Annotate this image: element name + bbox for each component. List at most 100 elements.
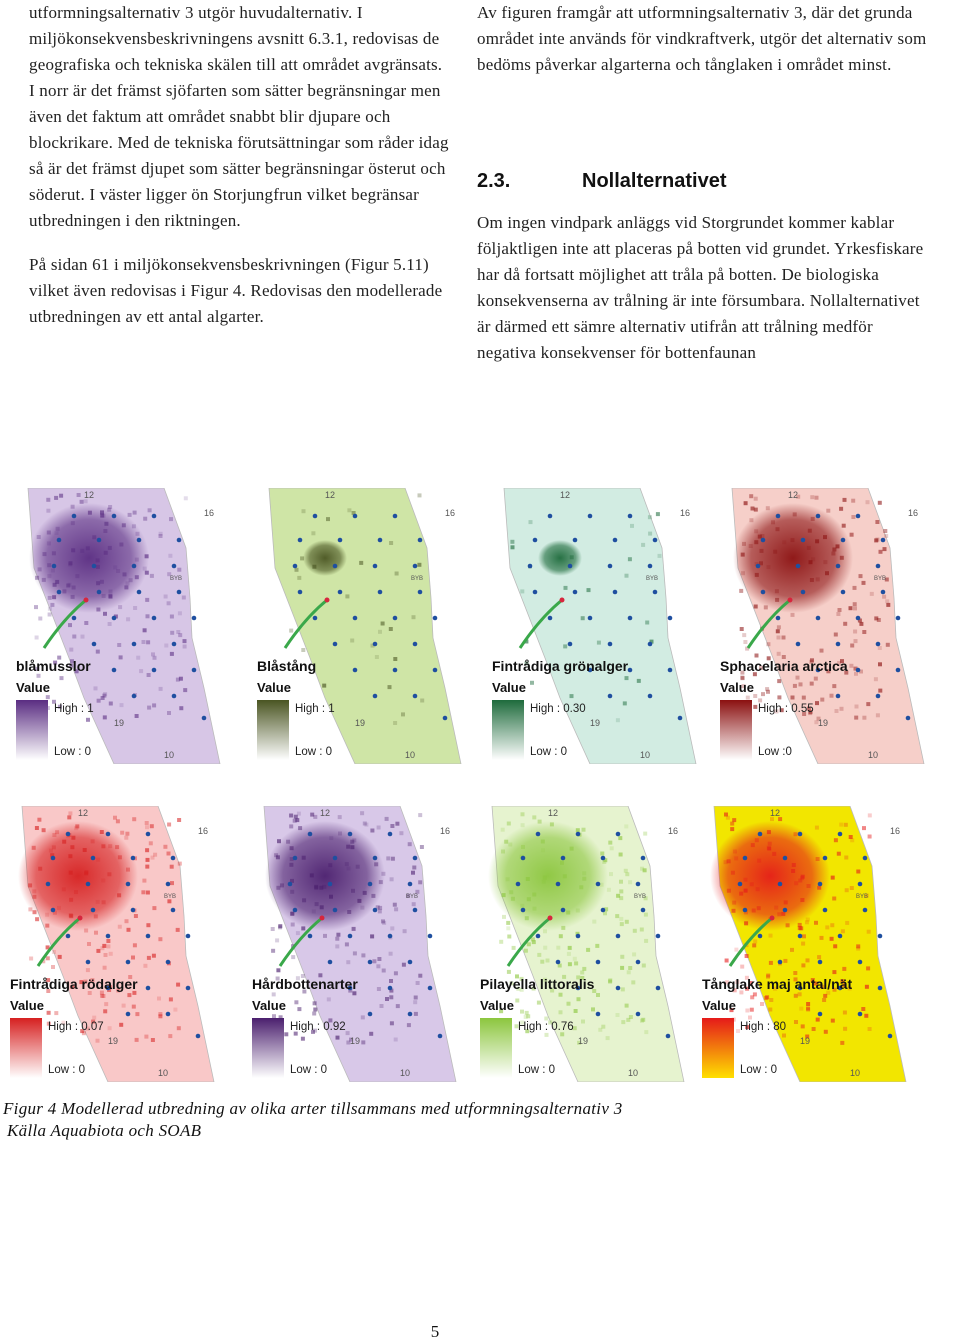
left-paragraph-2: På sidan 61 i miljökonsekvensbeskrivning… bbox=[29, 255, 443, 326]
map-depth-label: BYB bbox=[406, 894, 418, 900]
turbine-dot bbox=[136, 589, 142, 595]
distribution-hotspot bbox=[733, 503, 853, 613]
turbine-dot bbox=[532, 589, 538, 595]
turbine-dot bbox=[170, 855, 176, 861]
map-depth-label: BYB bbox=[411, 576, 423, 582]
distribution-hotspot bbox=[538, 540, 582, 576]
turbine-dot bbox=[835, 693, 841, 699]
turbine-dot bbox=[857, 881, 863, 887]
turbine-dot bbox=[547, 513, 553, 519]
section-heading: 2.3. Nollalternativet bbox=[477, 170, 927, 193]
turbine-dot bbox=[862, 907, 868, 913]
map-depth-label: BYB bbox=[164, 894, 176, 900]
map-depth-label: 16 bbox=[204, 508, 214, 518]
panel-title: Hårdbottenarter bbox=[252, 976, 358, 992]
cable-endpoint bbox=[83, 597, 89, 603]
distribution-hotspot bbox=[488, 821, 608, 931]
map-depth-label: 16 bbox=[440, 826, 450, 836]
turbine-dot bbox=[45, 881, 51, 887]
turbine-dot bbox=[50, 907, 56, 913]
turbine-dot bbox=[757, 831, 763, 837]
panel-title: Sphacelaria arctica bbox=[720, 658, 848, 674]
distribution-texture bbox=[510, 512, 662, 723]
turbine-dot bbox=[65, 831, 71, 837]
turbine-dot bbox=[612, 589, 618, 595]
turbine-dot bbox=[652, 537, 658, 543]
turbine-dot bbox=[427, 985, 433, 991]
turbine-dot bbox=[90, 855, 96, 861]
turbine-dot bbox=[131, 563, 137, 569]
turbine-dot bbox=[392, 513, 398, 519]
map-panel-fintradiga-rodalger: 12 16 19 10 BYB Fintrådiga rödalger Value High … bbox=[8, 806, 226, 1082]
panel-title: Fintrådiga grönalger bbox=[492, 658, 629, 674]
legend-high-label: High : 80 bbox=[740, 1021, 787, 1033]
turbine-dot bbox=[895, 667, 901, 673]
turbine-positions bbox=[515, 831, 671, 1039]
turbine-dot bbox=[337, 537, 343, 543]
turbine-dot bbox=[327, 881, 333, 887]
turbine-dot bbox=[535, 933, 541, 939]
turbine-dot bbox=[532, 537, 538, 543]
turbine-dot bbox=[587, 667, 593, 673]
turbine-dot bbox=[640, 907, 646, 913]
legend-value-label: Value bbox=[702, 998, 736, 1013]
right-text-column-lower: Om ingen vindpark anläggs vid Storgrunde… bbox=[477, 210, 927, 366]
turbine-dot bbox=[145, 933, 151, 939]
legend-high-label: High : 0.76 bbox=[518, 1021, 574, 1033]
turbine-dot bbox=[171, 641, 177, 647]
turbine-dot bbox=[352, 667, 358, 673]
turbine-dot bbox=[837, 985, 843, 991]
distribution-texture bbox=[270, 811, 424, 1045]
map-depth-label: BYB bbox=[634, 894, 646, 900]
distribution-hotspot bbox=[18, 821, 138, 931]
turbine-dot bbox=[56, 537, 62, 543]
turbine-dot bbox=[367, 959, 373, 965]
legend-low-label: Low : 0 bbox=[48, 1064, 86, 1076]
turbine-dot bbox=[640, 855, 646, 861]
page-number: 5 bbox=[430, 1322, 440, 1340]
turbine-dot bbox=[372, 855, 378, 861]
turbine-dot bbox=[85, 881, 91, 887]
turbine-dot bbox=[442, 715, 448, 721]
right-text-column: Av figuren framgår att utformningsaltern… bbox=[477, 0, 927, 78]
turbine-dot bbox=[297, 589, 303, 595]
legend-color-ramp bbox=[492, 700, 524, 760]
distribution-hotspot bbox=[303, 540, 347, 576]
turbine-dot bbox=[567, 641, 573, 647]
legend-low-label: Low : 0 bbox=[54, 746, 92, 758]
cable-route bbox=[518, 598, 563, 649]
turbine-dot bbox=[777, 881, 783, 887]
legend-high-label: High : 0.07 bbox=[48, 1021, 104, 1033]
turbine-dot bbox=[287, 881, 293, 887]
turbine-dot bbox=[817, 881, 823, 887]
turbine-dot bbox=[815, 513, 821, 519]
cable-endpoint bbox=[769, 915, 775, 921]
map-depth-label: 10 bbox=[400, 1068, 410, 1078]
turbine-dot bbox=[312, 513, 318, 519]
turbine-dot bbox=[332, 855, 338, 861]
turbine-dot bbox=[627, 615, 633, 621]
turbine-dot bbox=[737, 881, 743, 887]
turbine-dot bbox=[795, 641, 801, 647]
turbine-dot bbox=[347, 985, 353, 991]
turbine-dot bbox=[595, 1011, 601, 1017]
legend-color-ramp bbox=[252, 1018, 284, 1078]
map-graphic: 12 16 19 10 BYB bbox=[18, 806, 215, 1082]
turbine-dot bbox=[412, 563, 418, 569]
cable-route bbox=[278, 916, 323, 967]
turbine-dot bbox=[191, 615, 197, 621]
turbine-dot bbox=[372, 693, 378, 699]
turbine-dot bbox=[377, 537, 383, 543]
legend-value-label: Value bbox=[720, 680, 754, 695]
turbine-dot bbox=[105, 831, 111, 837]
turbine-dot bbox=[412, 907, 418, 913]
map-depth-label: 16 bbox=[668, 826, 678, 836]
turbine-dot bbox=[647, 693, 653, 699]
turbine-dot bbox=[51, 563, 57, 569]
turbine-dot bbox=[880, 537, 886, 543]
turbine-dot bbox=[782, 855, 788, 861]
cable-route bbox=[728, 916, 773, 967]
turbine-dot bbox=[145, 831, 151, 837]
turbine-dot bbox=[377, 589, 383, 595]
turbine-dot bbox=[782, 907, 788, 913]
